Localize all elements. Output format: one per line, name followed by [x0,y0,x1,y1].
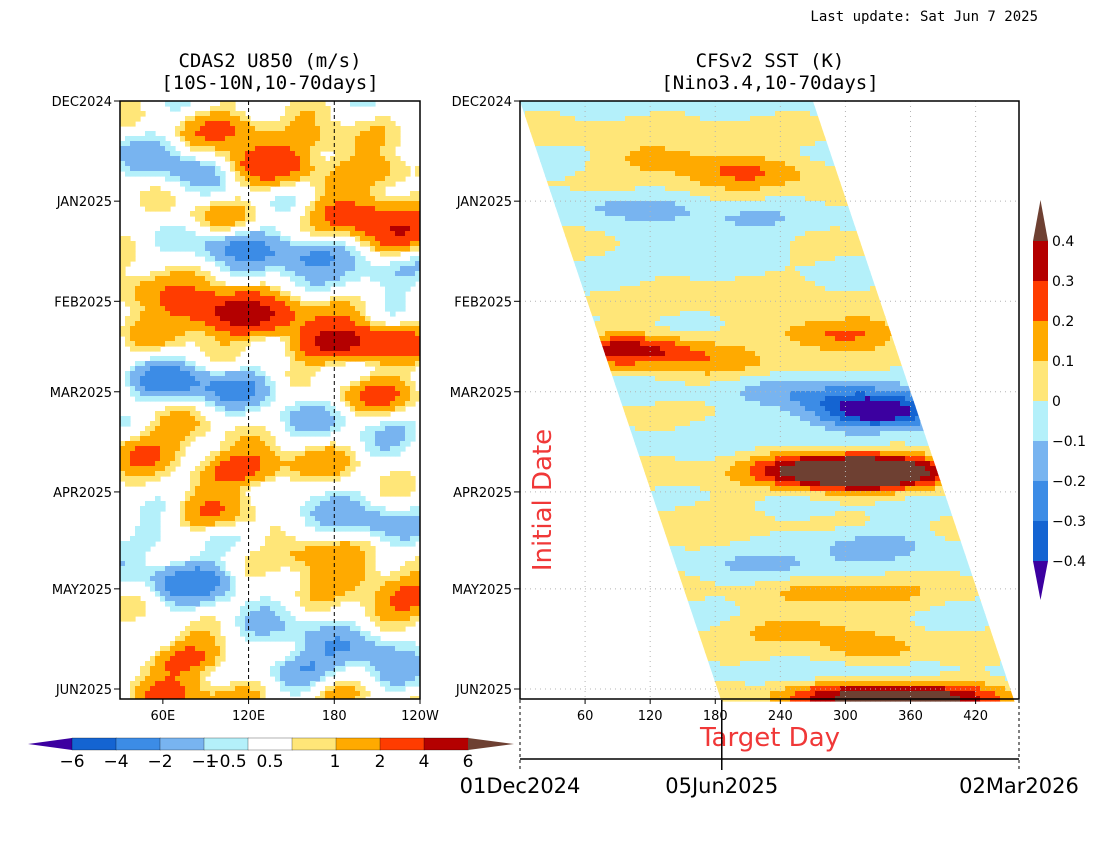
colorbar-h-label: −6 [59,752,84,772]
right-y-tick-label: FEB2025 [454,295,512,310]
left-x-tick-label: 60E [150,709,175,724]
right-title: CFSv2 SST (K) [696,50,845,72]
colorbar-v-label: 0.1 [1052,354,1074,370]
right-heatmap-field [520,101,1021,702]
vertical-colorbar: 0.4 0.3 0.2 0.1 0 −0.1 −0.2 −0.3 −0.4 [1033,200,1086,600]
left-y-tick-label: MAR2025 [50,386,112,401]
colorbar-h-label: −2 [147,752,172,772]
colorbar-v-label: 0.2 [1052,314,1074,330]
left-x-tick-label: 180 [322,709,347,724]
colorbar-h-label: 0.5 [256,752,283,772]
left-y-tick-label: FEB2025 [54,295,112,310]
y-axis-label-initial-date: Initial Date [528,429,558,571]
right-x-tick-label: 300 [833,709,858,724]
colorbar-h-label: 2 [375,752,386,772]
colorbar-h-label: −4 [103,752,128,772]
bottom-date-label: 02Mar2026 [959,774,1079,798]
colorbar-v-label: −0.4 [1052,554,1086,570]
right-y-tick-label: MAR2025 [450,386,512,401]
colorbar-high-triangle [468,738,514,750]
right-y-tick-label: JUN2025 [455,683,512,698]
colorbar-h-label: −0.5 [205,752,246,772]
left-title: CDAS2 U850 (m/s) [178,50,361,72]
left-subtitle: [10S-10N,10-70days] [161,72,378,94]
colorbar-v-label: −0.1 [1052,434,1086,450]
colorbar-h-label: 4 [419,752,430,772]
colorbar-v-label: 0.4 [1052,234,1074,250]
x-axis-label-target-day: Target Day [699,723,840,753]
right-x-tick-label: 120 [638,709,663,724]
bottom-date-label: 05Jun2025 [665,774,778,798]
right-x-tick-label: 420 [963,709,988,724]
left-x-tick-label: 120E [232,709,265,724]
colorbar-v-label: 0.3 [1052,274,1074,290]
right-y-tick-label: DEC2024 [452,95,512,110]
colorbar-top-triangle [1033,200,1048,241]
left-y-tick-label: MAY2025 [52,583,112,598]
right-subtitle: [Nino3.4,10-70days] [661,72,878,94]
colorbar-h-label: 6 [463,752,474,772]
left-x-tick-label: 120W [401,709,439,724]
left-y-tick-label: JAN2025 [56,195,112,210]
right-x-tick-label: 240 [768,709,793,724]
left-heatmap-field [120,101,421,702]
bottom-date-label: 01Dec2024 [460,774,581,798]
colorbar-bottom-triangle [1033,561,1048,600]
colorbar-v-label: −0.3 [1052,514,1086,530]
right-x-tick-label: 180 [703,709,728,724]
last-update-label: Last update: Sat Jun 7 2025 [810,9,1038,25]
right-y-tick-label: MAY2025 [452,583,512,598]
colorbar-h-label: 1 [330,752,341,772]
right-y-tick-label: APR2025 [453,486,512,501]
colorbar-v-label: 0 [1052,394,1061,410]
right-y-tick-label: JAN2025 [456,195,512,210]
left-y-tick-label: DEC2024 [52,95,112,110]
colorbar-low-triangle [28,738,72,750]
colorbar-v-label: −0.2 [1052,474,1086,490]
left-y-tick-label: APR2025 [53,486,112,501]
right-x-tick-label: 60 [577,709,594,724]
right-x-tick-label: 360 [898,709,923,724]
left-y-tick-label: JUN2025 [55,683,112,698]
